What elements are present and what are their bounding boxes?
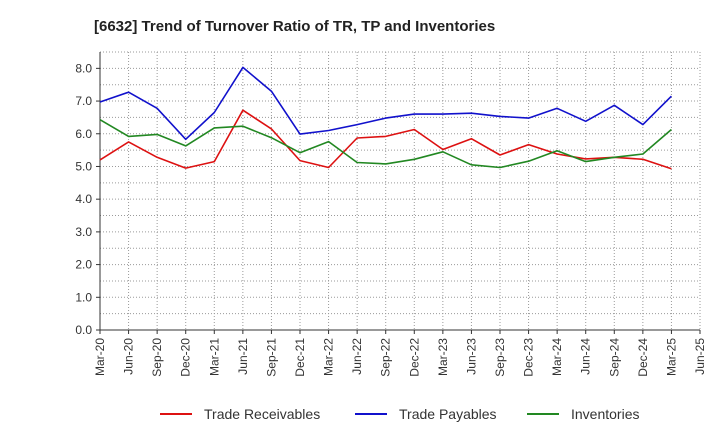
x-tick-label: Dec-22 [407,338,421,377]
x-tick-label: Dec-23 [522,338,536,377]
x-tick-label: Mar-21 [207,338,221,376]
x-tick-label: Mar-24 [550,338,564,376]
legend: Trade Receivables Trade Payables Inventori… [160,406,639,422]
x-tick-label: Jun-22 [350,338,364,375]
x-tick-label: Jun-24 [579,338,593,375]
y-tick-label: 0.0 [75,323,92,337]
x-tick-label: Sep-20 [150,338,164,377]
x-tick-label: Sep-22 [379,338,393,377]
legend-label-trade-payables: Trade Payables [399,406,497,422]
x-tick-label: Mar-23 [436,338,450,376]
x-tick-label: Jun-23 [464,338,478,375]
x-tick-label: Mar-20 [93,338,107,376]
x-tick-label: Mar-25 [664,338,678,376]
y-tick-label: 8.0 [75,61,92,75]
series-line-trade-payables [99,66,672,141]
plot-area: 0.0 1.0 2.0 3.0 4.0 5.0 6.0 7.0 8.0 Mar-20 Jun-20 S… [75,51,707,377]
y-tick-label: 5.0 [75,159,92,173]
series-line-inventories [99,119,672,169]
y-tick-label: 1.0 [75,290,92,304]
y-tick-label: 2.0 [75,258,92,272]
plot-background [100,52,700,330]
x-tick-label: Jun-20 [122,338,136,375]
chart-title: [6632] Trend of Turnover Ratio of TR, TP… [94,18,495,35]
x-tick-label: Dec-21 [293,338,307,377]
x-tick-label: Dec-20 [179,338,193,377]
y-tick-label: 3.0 [75,225,92,239]
y-tick-label: 4.0 [75,192,92,206]
x-tick-label: Sep-21 [264,338,278,377]
legend-label-trade-receivables: Trade Receivables [204,406,320,422]
x-tick-label: Sep-24 [607,338,621,377]
y-tick-label: 7.0 [75,94,92,108]
x-tick-label: Jun-25 [693,338,707,375]
legend-label-inventories: Inventories [571,406,639,422]
x-tick-label: Dec-24 [636,338,650,377]
x-tick-label: Jun-21 [236,338,250,375]
x-tick-label: Sep-23 [493,338,507,377]
x-tick-label: Mar-22 [322,338,336,376]
y-tick-label: 6.0 [75,127,92,141]
